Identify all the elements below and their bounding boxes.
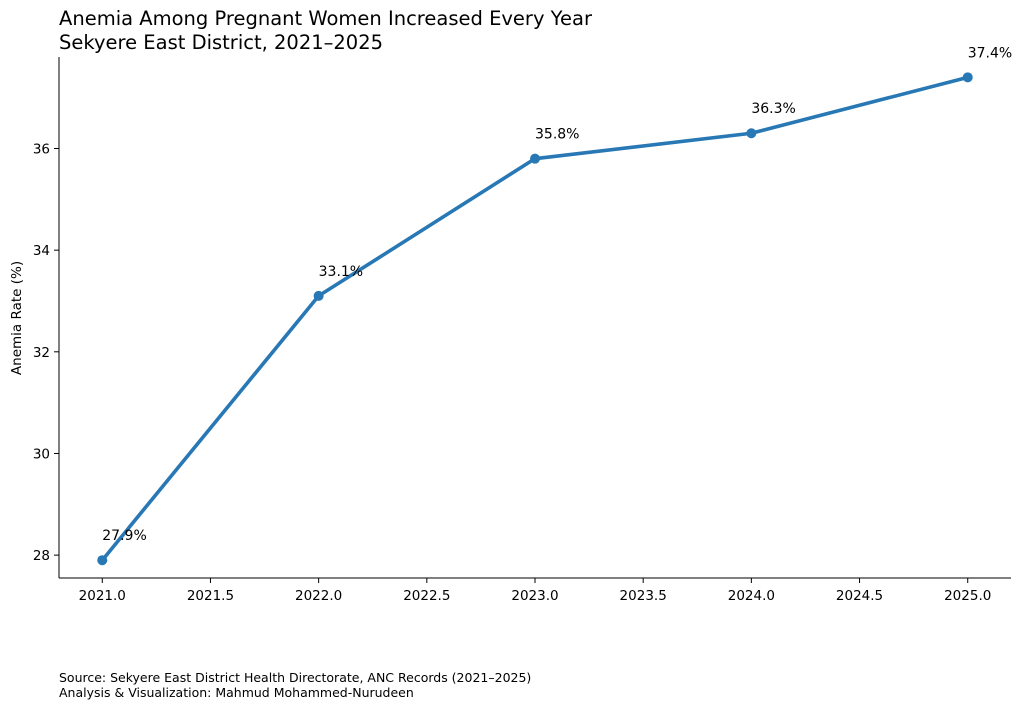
data-point — [97, 555, 108, 566]
x-tick-label: 2022.0 — [295, 588, 342, 604]
x-axis-ticks: 2021.0 2021.5 2022.0 2022.5 2023.0 2023.5 2024… — [79, 578, 991, 604]
x-tick-label: 2022.5 — [403, 588, 450, 604]
x-tick-label: 2021.5 — [187, 588, 234, 604]
data-label: 37.4% — [968, 45, 1012, 61]
data-point — [962, 72, 973, 83]
chart-subtitle: Sekyere East District, 2021–2025 — [59, 31, 383, 54]
chart-title: Anemia Among Pregnant Women Increased Ev… — [59, 7, 593, 30]
y-tick-label: 28 — [33, 548, 50, 564]
x-tick-label: 2021.0 — [79, 588, 126, 604]
data-label: 35.8% — [535, 127, 579, 143]
x-tick-label: 2023.5 — [620, 588, 667, 604]
credit-note: Analysis & Visualization: Mahmud Mohamme… — [59, 685, 414, 700]
y-tick-label: 30 — [33, 446, 50, 462]
y-axis-ticks: 28 30 32 34 36 — [33, 141, 59, 564]
source-note: Source: Sekyere East District Health Dir… — [59, 670, 532, 685]
y-tick-label: 34 — [33, 243, 50, 259]
y-axis-label: Anemia Rate (%) — [9, 261, 25, 375]
series-line — [100, 75, 970, 563]
data-label: 36.3% — [751, 101, 795, 117]
x-tick-label: 2023.0 — [511, 588, 558, 604]
x-tick-label: 2025.0 — [944, 588, 991, 604]
data-point — [746, 128, 757, 139]
data-label: 27.9% — [102, 528, 146, 544]
data-point — [530, 153, 540, 164]
series-group: 27.9% 33.1% 35.8% 36.3% 37.4% — [97, 45, 1012, 566]
y-tick-label: 36 — [33, 141, 50, 157]
x-tick-label: 2024.5 — [836, 588, 883, 604]
data-label: 33.1% — [319, 264, 363, 280]
y-tick-label: 32 — [33, 345, 50, 361]
data-point — [313, 290, 324, 301]
x-tick-label: 2024.0 — [728, 588, 775, 604]
